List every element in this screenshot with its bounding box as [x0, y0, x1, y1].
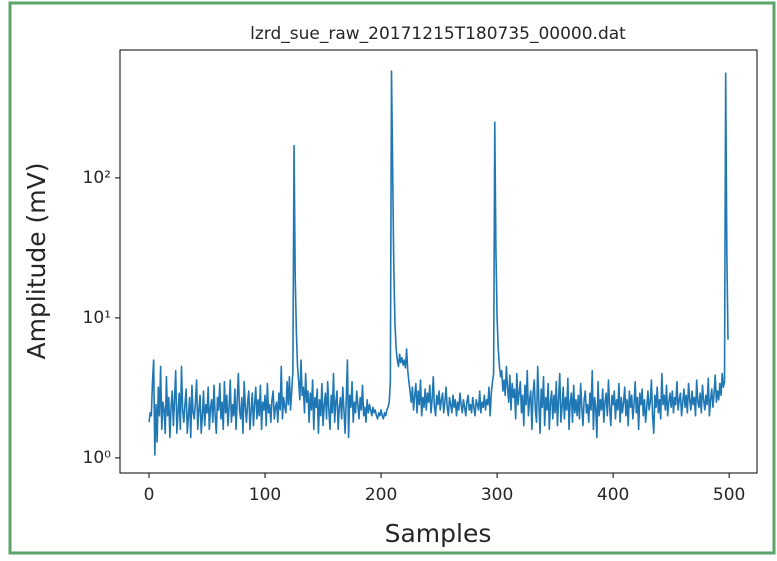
x-tick-label: 400 [597, 485, 629, 505]
x-tick-label: 100 [249, 485, 281, 505]
x-tick-label: 500 [713, 485, 745, 505]
x-tick-label: 300 [481, 485, 513, 505]
data-line [148, 70, 729, 456]
y-tick-label: 10² [83, 168, 111, 188]
plot-frame [119, 49, 758, 474]
x-tick-label: 200 [365, 485, 397, 505]
y-tick-label: 10⁰ [83, 448, 112, 468]
y-tick-label: 10¹ [83, 308, 111, 328]
chart-title: lzrd_sue_raw_20171215T180735_00000.dat [250, 24, 626, 44]
x-axis-label: Samples [385, 519, 492, 548]
y-axis-label: Amplitude (mV) [22, 162, 51, 359]
x-tick-label: 0 [144, 485, 155, 505]
cell-border [8, 1, 776, 555]
